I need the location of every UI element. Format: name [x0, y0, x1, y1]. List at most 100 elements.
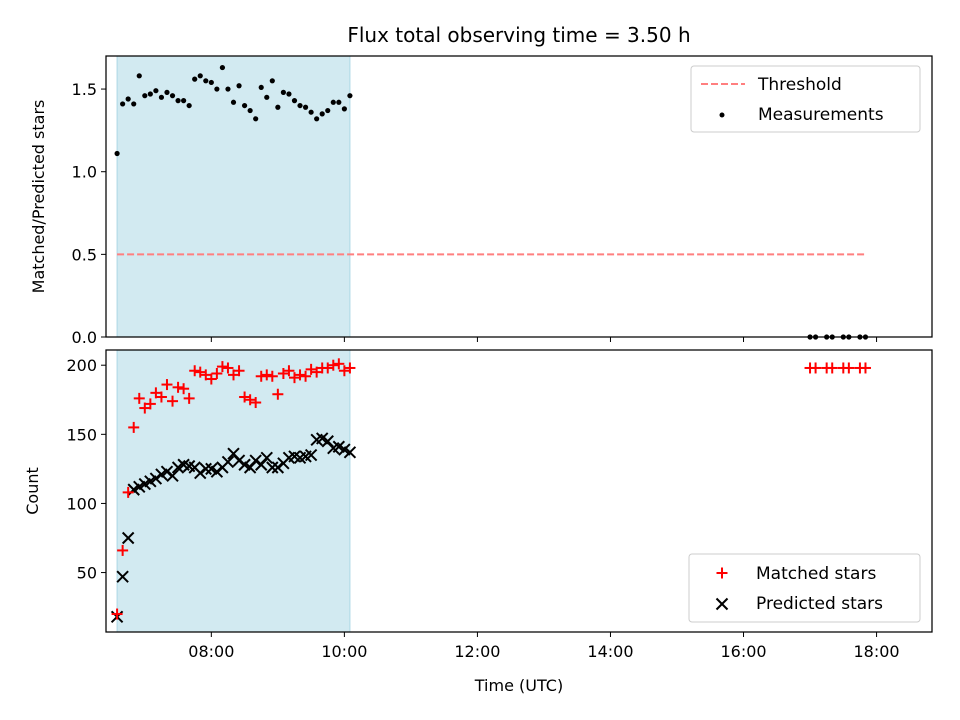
legend-predicted-label: Predicted stars: [756, 594, 883, 614]
measurement-point: [319, 111, 325, 117]
count-y-ticks: 50 100 150 200: [66, 356, 106, 583]
matched-stars-point: [122, 486, 134, 498]
matched-stars-point: [172, 381, 184, 393]
ratio-x-ticks: [210, 337, 878, 342]
matched-stars-point: [189, 365, 201, 377]
ratio-axes-frame: [105, 55, 933, 338]
y-tick-label: 150: [66, 425, 97, 444]
matched-stars-point: [111, 608, 123, 620]
matched-stars-point: [167, 395, 179, 407]
ratio-legend: Threshold Measurements: [690, 65, 921, 133]
measurement-point: [131, 101, 137, 107]
measurement-point: [297, 102, 303, 109]
measurement-point: [175, 98, 181, 104]
matched-stars-point: [228, 369, 240, 381]
legend-cross-marker: [715, 597, 729, 611]
matched-stars-point: [133, 392, 145, 404]
measurement-point: [153, 88, 159, 94]
matched-stars-point: [211, 368, 223, 379]
count-legend: Matched stars Predicted stars: [688, 553, 921, 623]
predicted-stars-points: [110, 432, 357, 624]
measurement-point: [136, 73, 142, 79]
predicted-stars-point: [166, 469, 179, 483]
measurement-point: [286, 91, 292, 97]
matched-stars-point: [288, 372, 300, 384]
x-tick-label: 16:00: [720, 642, 766, 661]
matched-stars-point: [859, 362, 871, 374]
measurement-point: [214, 86, 220, 92]
matched-stars-point: [294, 369, 306, 381]
measurement-point: [158, 94, 165, 100]
matched-stars-point: [322, 362, 334, 374]
matched-stars-point: [183, 392, 195, 404]
matched-stars-point: [200, 369, 212, 381]
measurement-point: [120, 101, 126, 107]
legend-matched-label: Matched stars: [756, 564, 876, 584]
predicted-stars-point: [121, 531, 135, 545]
matched-stars-point: [283, 365, 295, 377]
matched-stars-point: [826, 362, 838, 374]
matched-stars-point: [205, 373, 217, 385]
measurement-point: [125, 96, 131, 102]
measurement-point: [164, 89, 170, 95]
predicted-stars-point: [260, 451, 273, 465]
x-tick-label: 10:00: [321, 642, 367, 661]
matched-stars-point: [327, 359, 339, 371]
matched-stars-point: [272, 388, 284, 400]
measurement-point: [308, 109, 314, 115]
matched-stars-point: [261, 369, 273, 381]
predicted-stars-point: [266, 461, 279, 474]
measurement-point: [219, 64, 226, 71]
ratio-observing-span: [116, 55, 351, 338]
matched-stars-points: [111, 358, 871, 620]
legend-threshold-label: Threshold: [757, 75, 842, 95]
y-tick-label: 1.5: [72, 80, 97, 99]
measurement-point: [302, 104, 309, 110]
measurement-point: [186, 102, 192, 109]
matched-stars-point: [128, 421, 140, 433]
matched-stars-point: [277, 368, 289, 379]
predicted-stars-point: [199, 462, 212, 476]
matched-stars-point: [239, 391, 251, 403]
chart-title: Flux total observing time = 3.50 h: [347, 23, 690, 47]
matched-stars-point: [338, 365, 350, 377]
measurement-point: [336, 99, 342, 105]
predicted-stars-point: [221, 455, 235, 469]
legend-matched-swatch: [716, 567, 728, 579]
matched-stars-point: [222, 362, 234, 374]
predicted-stars-point: [343, 446, 357, 459]
x-tick-label: 12:00: [454, 642, 500, 661]
measurement-point: [314, 116, 320, 122]
predicted-stars-point: [116, 570, 129, 583]
y-tick-label: 50: [77, 564, 97, 583]
measurement-point: [258, 84, 264, 91]
measurement-point: [197, 73, 203, 79]
predicted-stars-point: [304, 448, 318, 462]
y-tick-label: 1.0: [72, 163, 97, 182]
matched-stars-point: [300, 370, 312, 382]
matched-stars-point: [144, 398, 156, 410]
x-tick-label: 14:00: [587, 642, 633, 661]
matched-stars-point: [178, 383, 190, 395]
matched-stars-point: [305, 363, 317, 375]
x-tick-label: 08:00: [188, 642, 234, 661]
measurement-point: [225, 86, 231, 92]
measurement-point: [203, 78, 209, 84]
legend-measure-label: Measurements: [758, 105, 884, 125]
matched-stars-point: [155, 391, 167, 403]
measurement-point: [181, 98, 187, 104]
x-axis-label: Time (UTC): [474, 676, 563, 695]
count-x-ticks: 08:00 10:00 12:00 14:00 16:00 18:00: [188, 632, 900, 661]
matched-stars-point: [266, 370, 278, 382]
measurement-point: [264, 94, 270, 100]
ratio-panel: 0.0 0.5 1.0 1.5 Matched/Predicted stars Thr…: [29, 55, 933, 347]
measurement-point: [236, 83, 242, 89]
measurement-point: [192, 76, 198, 82]
y-tick-label: 200: [66, 356, 97, 375]
matched-stars-point: [344, 362, 356, 374]
measurement-point: [330, 99, 336, 105]
matched-stars-point: [139, 402, 151, 414]
measurement-point: [142, 93, 148, 99]
measurement-point: [114, 150, 120, 157]
